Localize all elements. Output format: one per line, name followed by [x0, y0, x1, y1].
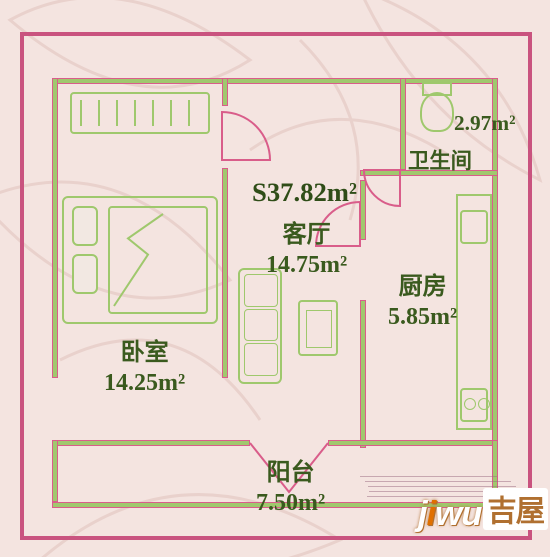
wardrobe-hanger — [188, 100, 190, 126]
wardrobe-hanger — [116, 100, 118, 126]
watermark: jiwu吉屋 — [418, 488, 548, 534]
wardrobe-hanger — [98, 100, 100, 126]
wardrobe-hanger — [170, 100, 172, 126]
kitchen-sink — [460, 210, 488, 244]
noise-line — [360, 476, 497, 477]
kitchen-name: 厨房 — [388, 272, 457, 302]
toilet-tank — [422, 82, 452, 96]
watermark-cn: 吉屋 — [483, 488, 548, 530]
wardrobe-hanger — [80, 100, 82, 126]
bathroom-name: 卫生间 — [408, 148, 472, 175]
balcony-area: 7.50m² — [256, 488, 325, 518]
sofa-cushion — [244, 309, 278, 342]
living-room-area: 14.75m² — [266, 250, 347, 280]
wall-left — [52, 78, 58, 378]
coffee-table-inner — [306, 310, 332, 348]
noise-line — [365, 481, 511, 482]
wall-kitchen-left-lower — [360, 300, 366, 448]
toilet-icon — [420, 92, 454, 132]
kitchen-area: 5.85m² — [388, 302, 457, 332]
wardrobe-hanger — [134, 100, 136, 126]
pillow-2 — [72, 254, 98, 294]
bathroom-area: 2.97m² — [454, 110, 516, 137]
wall-balcony-left — [52, 440, 58, 502]
bedroom-name: 卧室 — [104, 338, 185, 368]
watermark-latin: jiwu — [418, 495, 481, 533]
wardrobe-hanger — [152, 100, 154, 126]
noise-line — [368, 486, 516, 487]
total-area-label: S37.82m² — [252, 176, 357, 209]
bedroom-area: 14.25m² — [104, 368, 185, 398]
sofa-cushion — [244, 343, 278, 376]
pillow-1 — [72, 206, 98, 246]
blanket-pattern — [108, 206, 208, 314]
balcony-name: 阳台 — [256, 458, 325, 488]
stove-burner — [464, 398, 476, 410]
living-room-name: 客厅 — [266, 220, 347, 250]
wall-bedroom-right-upper — [222, 78, 228, 106]
floorplan-canvas: S37.82m² 客厅14.75m² 卧室14.25m² 厨房5.85m² 卫生间 2.9… — [0, 0, 550, 557]
wall-main-bottom-left — [52, 440, 250, 446]
stove-burner — [478, 398, 490, 410]
wall-main-bottom-right — [328, 440, 498, 446]
